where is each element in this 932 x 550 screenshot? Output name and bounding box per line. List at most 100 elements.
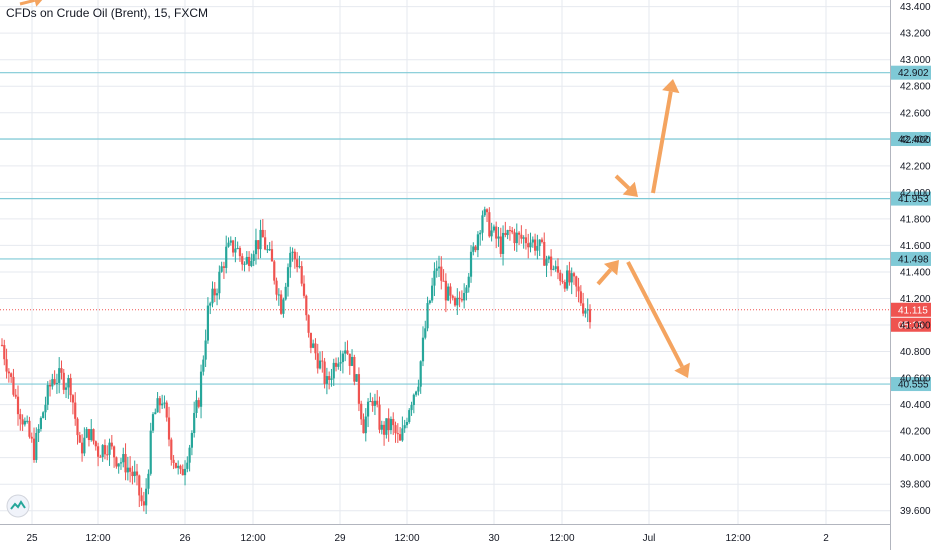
candle-body xyxy=(10,373,13,377)
y-tick-label: 39.800 xyxy=(900,480,931,491)
candle-body xyxy=(302,283,306,296)
arrow-up-to-42-902-shaft xyxy=(651,91,673,194)
candle-body xyxy=(37,428,40,433)
candle-body xyxy=(124,454,127,473)
candle-body xyxy=(543,241,546,266)
candle-body xyxy=(412,394,415,406)
candle-body xyxy=(570,273,573,283)
candle-body xyxy=(533,239,537,251)
candle-body xyxy=(495,226,498,239)
candle-body xyxy=(579,291,582,304)
candle-body xyxy=(243,263,246,265)
candle-body xyxy=(488,212,491,237)
level-tag xyxy=(891,377,931,392)
time-axis[interactable]: 25 12:00 26 12:00 29 12:00 30 12:00 Jul 12:00 2 xyxy=(0,524,890,545)
level-tag-label: 42.402 xyxy=(898,135,929,146)
candle-body xyxy=(536,246,539,251)
candle-body xyxy=(277,294,280,296)
candle-body xyxy=(403,425,406,429)
candle-body xyxy=(174,462,177,468)
candle-body xyxy=(199,371,203,407)
candle-body xyxy=(234,248,237,253)
candle-body xyxy=(350,356,354,366)
candle-body xyxy=(447,286,450,301)
candle-body xyxy=(476,234,479,251)
candle-body xyxy=(177,465,180,468)
candle-body xyxy=(275,280,278,295)
price-axis[interactable]: 43.400 43.200 43.000 42.800 42.600 42.400 42.2… xyxy=(890,0,932,550)
candle-body xyxy=(421,337,425,362)
candle-body xyxy=(309,332,312,348)
candle-body xyxy=(334,362,338,367)
candle-body xyxy=(113,446,116,458)
candle-body xyxy=(346,350,349,354)
candle-body xyxy=(252,254,255,261)
candle-body xyxy=(115,457,118,467)
y-tick-label: 40.400 xyxy=(900,400,931,411)
level-tag xyxy=(891,251,931,266)
candle-body xyxy=(231,240,235,253)
candle-body xyxy=(410,405,413,411)
candle-body xyxy=(147,473,150,489)
candle-body xyxy=(293,251,296,260)
candle-body xyxy=(355,374,358,382)
candle-body xyxy=(435,268,438,271)
candle-body xyxy=(12,376,15,395)
candle-body xyxy=(51,379,54,387)
candle-body xyxy=(254,240,258,255)
candle-body xyxy=(3,345,6,360)
candle-body xyxy=(158,398,161,406)
candle-body xyxy=(167,417,171,440)
candle-body xyxy=(328,376,331,380)
candle-body xyxy=(504,232,507,236)
candle-body xyxy=(344,350,347,354)
level-tag-label: 41.498 xyxy=(898,254,929,265)
countdown-label: 05:15 xyxy=(898,320,923,331)
candle-body xyxy=(341,353,345,363)
candle-body xyxy=(360,403,363,420)
candle-body xyxy=(106,454,109,456)
level-tag-label: 42.902 xyxy=(898,68,929,79)
candle-body xyxy=(392,418,395,426)
candle-body xyxy=(417,386,420,392)
candle-body xyxy=(133,471,136,477)
y-tick-label: 42.000 xyxy=(900,188,931,199)
level-tag xyxy=(891,191,931,206)
candle-body xyxy=(71,395,75,403)
candle-body xyxy=(46,384,49,405)
candle-body xyxy=(23,420,26,425)
candle-body xyxy=(149,430,152,474)
candle-body xyxy=(257,240,260,250)
candle-body xyxy=(122,454,125,463)
candle-body xyxy=(508,230,512,232)
candle-body xyxy=(266,249,269,251)
candle-body xyxy=(376,400,379,405)
candle-body xyxy=(442,280,445,282)
candle-body xyxy=(21,419,24,425)
tradingview-logo-icon xyxy=(6,494,30,518)
candle-body xyxy=(380,424,383,430)
candle-body xyxy=(538,239,541,247)
y-tick-label: 40.800 xyxy=(900,347,931,358)
x-tick-label: 12:00 xyxy=(240,533,265,544)
candle-body xyxy=(529,242,532,248)
candle-body xyxy=(394,425,397,434)
candle-body xyxy=(220,266,223,272)
candle-body xyxy=(399,434,402,441)
candle-body xyxy=(460,299,463,301)
candle-body xyxy=(186,462,189,469)
level-tag-label: 40.555 xyxy=(898,380,929,391)
x-tick-label: 2 xyxy=(823,533,829,544)
candle-body xyxy=(483,209,486,216)
candle-body xyxy=(60,368,63,373)
chart-grid xyxy=(0,0,890,524)
candle-body xyxy=(151,414,155,431)
chart-title: CFDs on Crude Oil (Brent), 15, FXCM xyxy=(6,6,209,20)
candle-body xyxy=(227,242,230,247)
x-tick-label: 30 xyxy=(488,533,500,544)
candle-body xyxy=(552,268,555,270)
level-tag-label: 41.953 xyxy=(898,194,929,205)
x-tick-label: 25 xyxy=(26,533,38,544)
candle-body xyxy=(247,256,251,266)
